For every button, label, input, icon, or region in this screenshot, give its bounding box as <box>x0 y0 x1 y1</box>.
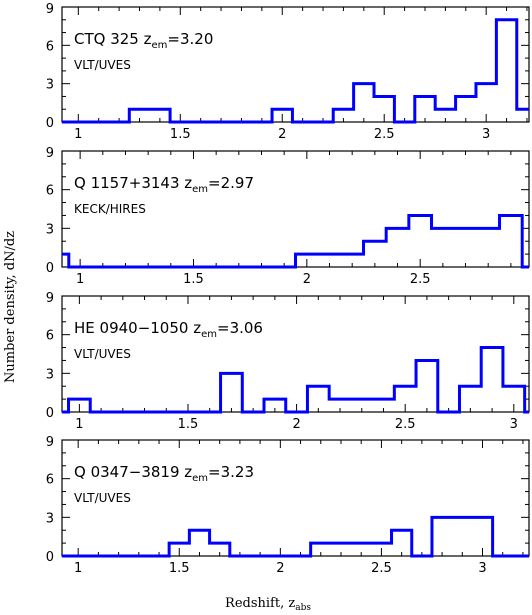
plot-frame <box>61 6 530 123</box>
y-tick-label: 6 <box>46 329 54 344</box>
zem-subscript: em <box>151 40 167 51</box>
x-tick-label: 1 <box>76 272 84 287</box>
quasar-name: CTQ 325 <box>74 30 144 48</box>
zem-value: =3.20 <box>167 30 213 48</box>
x-tick-label: 1.5 <box>178 417 199 432</box>
panel-4: 0 3 6 9 1 1.5 2 2.5 3 Q 0347−3819 zem=3.23 VLT/UVE… <box>46 435 530 576</box>
x-tick-label: 3 <box>482 127 490 142</box>
y-tick-label: 9 <box>46 2 54 17</box>
quasar-annotation: Q 1157+3143 zem=2.97 <box>74 174 254 195</box>
zem-symbol: z <box>184 174 192 192</box>
x-tick-label: 1.5 <box>183 272 204 287</box>
x-tick-label: 1.5 <box>169 561 190 576</box>
zem-value: =2.97 <box>208 174 254 192</box>
x-tick-label: 3 <box>510 417 518 432</box>
y-tick-label: 9 <box>46 146 54 161</box>
zem-symbol: z <box>193 319 201 337</box>
y-tick-label: 6 <box>46 184 54 199</box>
y-tick-label: 3 <box>46 511 54 526</box>
plot-frame <box>61 439 530 557</box>
instrument-label: VLT/UVES <box>74 347 131 361</box>
x-tick-label: 2.5 <box>374 127 395 142</box>
quasar-name: Q 1157+3143 <box>74 174 184 192</box>
zem-symbol: z <box>144 30 152 48</box>
quasar-annotation: HE 0940−1050 zem=3.06 <box>74 319 263 340</box>
x-tick-label: 2.5 <box>410 272 431 287</box>
y-tick-label: 3 <box>46 222 54 237</box>
x-tick-label: 2.5 <box>395 417 416 432</box>
quasar-name: Q 0347−3819 <box>74 463 184 481</box>
zem-value: =3.06 <box>217 319 263 337</box>
quasar-annotation: Q 0347−3819 zem=3.23 <box>74 463 254 484</box>
y-tick-label: 6 <box>46 39 54 54</box>
x-tick-label: 1 <box>74 561 82 576</box>
zem-subscript: em <box>192 473 208 484</box>
zem-subscript: em <box>201 329 217 340</box>
y-tick-label: 0 <box>46 116 54 131</box>
instrument-label: KECK/HIRES <box>74 202 146 216</box>
y-tick-label: 9 <box>46 435 54 450</box>
y-tick-label: 9 <box>46 291 54 306</box>
histogram-series <box>62 18 529 124</box>
x-tick-label: 2.5 <box>371 561 392 576</box>
y-tick-label: 0 <box>46 261 54 276</box>
quasar-name: HE 0940−1050 <box>74 319 193 337</box>
panel-1: 0 3 6 9 1 1.5 2 2.5 3 CTQ 325 zem=3.20 VLT/UVES <box>46 2 530 142</box>
y-tick-label: 0 <box>46 406 54 421</box>
zem-subscript: em <box>192 184 208 195</box>
x-tick-label: 1.5 <box>170 127 191 142</box>
x-tick-label: 1 <box>75 417 83 432</box>
y-tick-label: 6 <box>46 473 54 488</box>
histogram-series <box>62 346 529 414</box>
instrument-label: VLT/UVES <box>74 58 131 72</box>
histogram-series <box>62 515 529 558</box>
y-tick-label: 0 <box>46 550 54 565</box>
zem-symbol: z <box>184 463 192 481</box>
x-tick-label: 2 <box>292 417 300 432</box>
x-tick-label: 2 <box>276 561 284 576</box>
histogram-series <box>62 213 529 269</box>
y-axis-label: Number density, dN/dz <box>3 231 18 383</box>
zem-value: =3.23 <box>208 463 254 481</box>
x-tick-label: 2 <box>303 272 311 287</box>
instrument-label: VLT/UVES <box>74 491 131 505</box>
panel-2: 0 3 6 9 1 1.5 2 2.5 Q 1157+3143 zem=2.97 KECK/HIR… <box>46 146 530 287</box>
y-tick-label: 3 <box>46 367 54 382</box>
x-tick-label: 2 <box>278 127 286 142</box>
x-axis-label-main: Redshift, z <box>225 596 295 611</box>
y-tick-label: 3 <box>46 78 54 93</box>
x-tick-label: 3 <box>478 561 486 576</box>
x-tick-label: 1 <box>74 127 82 142</box>
quasar-annotation: CTQ 325 zem=3.20 <box>74 30 213 51</box>
x-axis-label: Redshift, zabs <box>225 596 311 613</box>
x-axis-label-sub: abs <box>295 603 311 613</box>
panel-3: 0 3 6 9 1 1.5 2 2.5 3 HE 0940−1050 zem=3.06 VLT/UV… <box>46 291 530 432</box>
